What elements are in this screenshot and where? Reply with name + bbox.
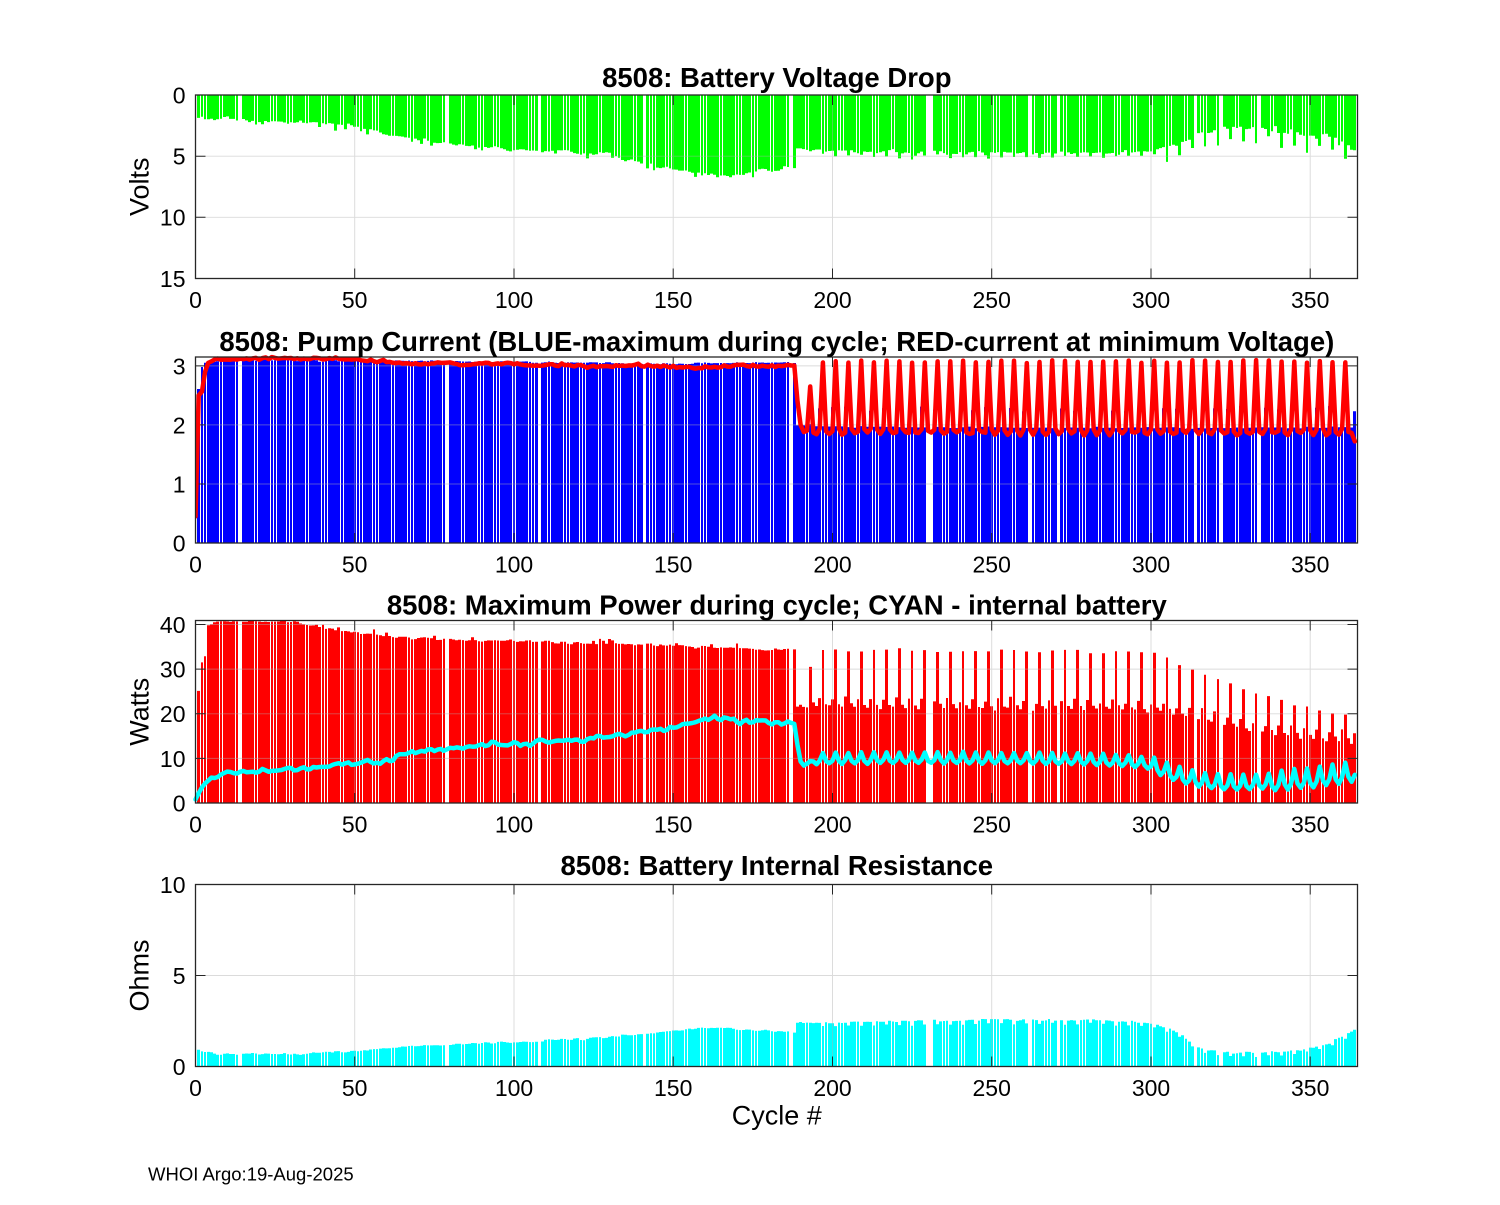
svg-text:1: 1: [173, 471, 186, 497]
svg-text:50: 50: [342, 287, 368, 313]
svg-text:Watts: Watts: [125, 678, 155, 746]
svg-text:350: 350: [1291, 1075, 1329, 1101]
svg-text:0: 0: [173, 530, 186, 556]
svg-text:3: 3: [173, 353, 186, 379]
svg-text:10: 10: [160, 205, 186, 231]
svg-text:10: 10: [160, 872, 186, 898]
svg-text:100: 100: [495, 812, 533, 838]
svg-text:0: 0: [189, 812, 202, 838]
svg-text:250: 250: [973, 552, 1011, 578]
svg-text:15: 15: [160, 266, 186, 292]
svg-text:300: 300: [1132, 1075, 1170, 1101]
svg-text:150: 150: [654, 552, 692, 578]
svg-text:8508: Pump Current (BLUE-maxim: 8508: Pump Current (BLUE-maximum during …: [219, 326, 1334, 357]
svg-text:350: 350: [1291, 812, 1329, 838]
svg-text:30: 30: [160, 657, 186, 683]
svg-text:0: 0: [189, 1075, 202, 1101]
svg-text:50: 50: [342, 1075, 368, 1101]
svg-text:250: 250: [973, 287, 1011, 313]
svg-text:150: 150: [654, 287, 692, 313]
svg-text:0: 0: [189, 552, 202, 578]
svg-text:8508: Maximum Power during cyc: 8508: Maximum Power during cycle; CYAN -…: [387, 590, 1168, 621]
svg-text:200: 200: [813, 552, 851, 578]
svg-text:250: 250: [973, 1075, 1011, 1101]
svg-text:8508: Battery Voltage Drop: 8508: Battery Voltage Drop: [602, 62, 951, 93]
svg-text:50: 50: [342, 812, 368, 838]
svg-text:10: 10: [160, 746, 186, 772]
svg-text:0: 0: [173, 82, 186, 108]
svg-text:0: 0: [189, 287, 202, 313]
svg-text:200: 200: [813, 812, 851, 838]
svg-text:200: 200: [813, 1075, 851, 1101]
svg-text:200: 200: [813, 287, 851, 313]
svg-text:Ohms: Ohms: [125, 939, 155, 1011]
svg-text:0: 0: [173, 790, 186, 816]
svg-text:20: 20: [160, 701, 186, 727]
svg-text:150: 150: [654, 812, 692, 838]
svg-text:150: 150: [654, 1075, 692, 1101]
svg-text:Volts: Volts: [125, 157, 155, 216]
svg-text:5: 5: [173, 144, 186, 170]
svg-text:0: 0: [173, 1054, 186, 1080]
svg-text:40: 40: [160, 612, 186, 638]
svg-text:300: 300: [1132, 287, 1170, 313]
svg-text:300: 300: [1132, 812, 1170, 838]
svg-text:100: 100: [495, 287, 533, 313]
svg-text:WHOI Argo:19-Aug-2025: WHOI Argo:19-Aug-2025: [148, 1164, 354, 1185]
svg-text:100: 100: [495, 552, 533, 578]
svg-text:2: 2: [173, 412, 186, 438]
svg-text:Cycle #: Cycle #: [732, 1101, 822, 1131]
svg-text:300: 300: [1132, 552, 1170, 578]
svg-text:5: 5: [173, 963, 186, 989]
svg-text:250: 250: [973, 812, 1011, 838]
svg-text:100: 100: [495, 1075, 533, 1101]
svg-text:350: 350: [1291, 552, 1329, 578]
svg-text:8508: Battery Internal Resista: 8508: Battery Internal Resistance: [561, 850, 994, 881]
svg-text:50: 50: [342, 552, 368, 578]
svg-text:350: 350: [1291, 287, 1329, 313]
